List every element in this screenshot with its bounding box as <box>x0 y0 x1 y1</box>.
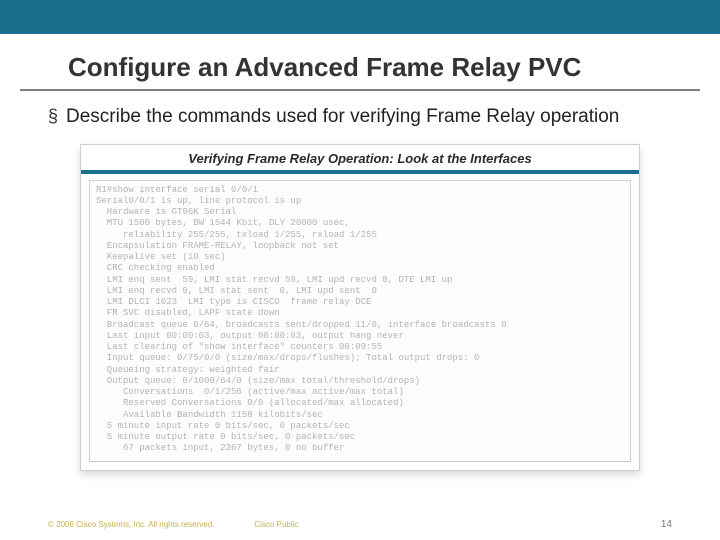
terminal-line: FR SVC disabled, LAPF state down <box>96 308 624 319</box>
terminal-line: Available Bandwidth 1158 kilobits/sec <box>96 410 624 421</box>
footer-label: Cisco Public <box>254 520 298 529</box>
terminal-line: Conversations 0/1/256 (active/max active… <box>96 387 624 398</box>
terminal-line: R1#show interface serial 0/0/1 <box>96 185 624 196</box>
terminal-line: Reserved Conversations 0/0 (allocated/ma… <box>96 398 624 409</box>
terminal-line: reliability 255/255, txload 1/255, rxloa… <box>96 230 624 241</box>
bullet-glyph: § <box>48 105 58 128</box>
terminal-line: Hardware is GT96K Serial <box>96 207 624 218</box>
terminal-output: R1#show interface serial 0/0/1Serial0/0/… <box>89 180 631 462</box>
figure-divider <box>81 170 639 174</box>
terminal-line: Keepalive set (10 sec) <box>96 252 624 263</box>
terminal-line: 5 minute output rate 0 bits/sec, 0 packe… <box>96 432 624 443</box>
brand-top-bar <box>0 0 720 34</box>
terminal-line: CRC checking enabled <box>96 263 624 274</box>
terminal-line: Input queue: 0/75/0/0 (size/max/drops/fl… <box>96 353 624 364</box>
terminal-line: Serial0/0/1 is up, line protocol is up <box>96 196 624 207</box>
terminal-line: Broadcast queue 0/64, broadcasts sent/dr… <box>96 320 624 331</box>
terminal-line: Queueing strategy: weighted fair <box>96 365 624 376</box>
terminal-line: Output queue: 0/1000/64/0 (size/max tota… <box>96 376 624 387</box>
footer-copyright: © 2006 Cisco Systems, Inc. All rights re… <box>48 520 214 529</box>
terminal-line: 5 minute input rate 0 bits/sec, 0 packet… <box>96 421 624 432</box>
slide-title: Configure an Advanced Frame Relay PVC <box>20 34 700 91</box>
bullet-row: § Describe the commands used for verifyi… <box>0 91 720 130</box>
terminal-line: Encapsulation FRAME-RELAY, loopback not … <box>96 241 624 252</box>
terminal-line: Last clearing of "show interface" counte… <box>96 342 624 353</box>
terminal-line: LMI enq recvd 0, LMI stat sent 0, LMI up… <box>96 286 624 297</box>
terminal-line: LMI DLCI 1023 LMI type is CISCO frame re… <box>96 297 624 308</box>
figure-caption: Verifying Frame Relay Operation: Look at… <box>81 145 639 170</box>
bullet-text: Describe the commands used for verifying… <box>66 105 619 130</box>
page-number: 14 <box>661 519 672 530</box>
footer: © 2006 Cisco Systems, Inc. All rights re… <box>0 519 720 530</box>
terminal-line: MTU 1500 bytes, BW 1544 Kbit, DLY 20000 … <box>96 218 624 229</box>
figure-panel: Verifying Frame Relay Operation: Look at… <box>80 144 640 471</box>
terminal-line: 67 packets input, 2367 bytes, 0 no buffe… <box>96 443 624 454</box>
terminal-line: Last input 00:00:03, output 00:00:03, ou… <box>96 331 624 342</box>
terminal-line: LMI enq sent 59, LMI stat recvd 59, LMI … <box>96 275 624 286</box>
